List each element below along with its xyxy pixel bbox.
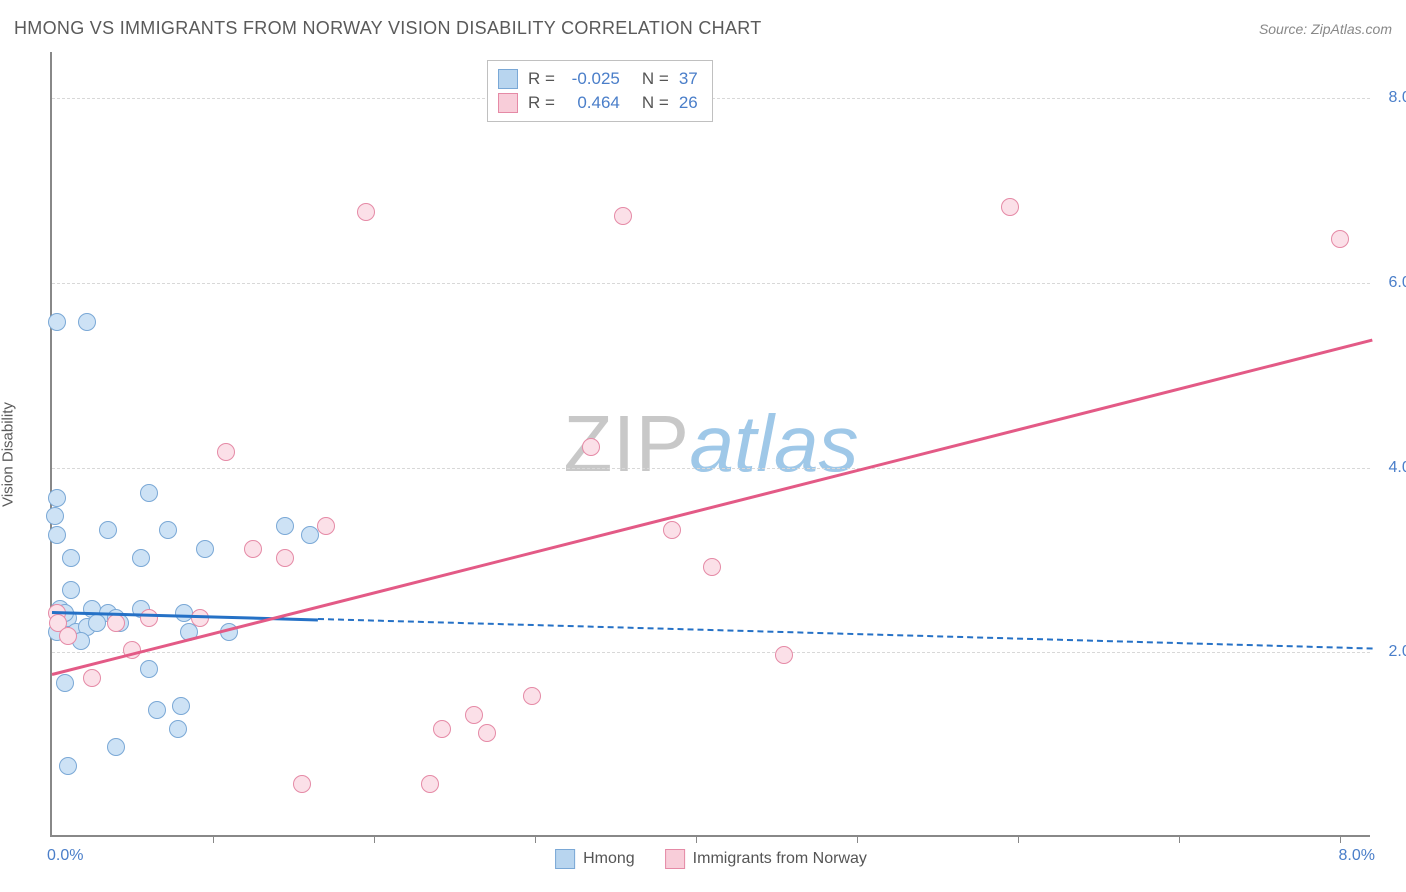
plot-area: ZIPatlas 2.0%4.0%6.0%8.0%0.0%8.0%R =-0.0… xyxy=(50,52,1370,837)
x-tick xyxy=(1340,835,1341,843)
trend-line xyxy=(52,338,1373,675)
legend-row: R = 0.464 N = 26 xyxy=(498,91,698,115)
data-point xyxy=(46,507,64,525)
data-point xyxy=(1001,198,1019,216)
gridline xyxy=(52,468,1370,469)
data-point xyxy=(276,549,294,567)
x-tick xyxy=(213,835,214,843)
data-point xyxy=(56,674,74,692)
data-point xyxy=(78,313,96,331)
data-point xyxy=(663,521,681,539)
data-point xyxy=(59,757,77,775)
legend-label: Immigrants from Norway xyxy=(693,850,867,868)
data-point xyxy=(62,581,80,599)
x-tick xyxy=(535,835,536,843)
data-point xyxy=(59,627,77,645)
legend-item: Hmong xyxy=(555,849,635,869)
legend-row: R = -0.025 N = 37 xyxy=(498,67,698,91)
x-tick xyxy=(1018,835,1019,843)
data-point xyxy=(88,614,106,632)
data-point xyxy=(703,558,721,576)
legend-n-label: N = xyxy=(642,67,669,91)
data-point xyxy=(582,438,600,456)
data-point xyxy=(433,720,451,738)
data-point xyxy=(293,775,311,793)
legend-swatch xyxy=(665,849,685,869)
chart-container: ZIPatlas 2.0%4.0%6.0%8.0%0.0%8.0%R =-0.0… xyxy=(50,52,1370,837)
legend-r-value: -0.025 xyxy=(565,67,620,91)
y-tick-label: 8.0% xyxy=(1389,89,1406,107)
x-tick-label: 8.0% xyxy=(1339,847,1375,865)
legend-label: Hmong xyxy=(583,850,635,868)
data-point xyxy=(107,738,125,756)
x-tick xyxy=(857,835,858,843)
legend-r-label: R = xyxy=(528,67,555,91)
data-point xyxy=(107,614,125,632)
chart-source: Source: ZipAtlas.com xyxy=(1259,21,1392,37)
data-point xyxy=(172,697,190,715)
data-point xyxy=(465,706,483,724)
watermark: ZIPatlas xyxy=(564,398,859,490)
data-point xyxy=(614,207,632,225)
y-axis-label: Vision Disability xyxy=(0,402,17,507)
x-tick xyxy=(374,835,375,843)
data-point xyxy=(301,526,319,544)
legend-n-value: 26 xyxy=(679,91,698,115)
data-point xyxy=(775,646,793,664)
data-point xyxy=(1331,230,1349,248)
y-tick-label: 6.0% xyxy=(1389,274,1406,292)
data-point xyxy=(48,313,66,331)
x-tick xyxy=(1179,835,1180,843)
data-point xyxy=(62,549,80,567)
data-point xyxy=(148,701,166,719)
data-point xyxy=(48,489,66,507)
gridline xyxy=(52,652,1370,653)
data-point xyxy=(140,484,158,502)
x-tick xyxy=(696,835,697,843)
gridline xyxy=(52,283,1370,284)
data-point xyxy=(217,443,235,461)
data-point xyxy=(83,669,101,687)
x-tick-label: 0.0% xyxy=(47,847,83,865)
chart-header: HMONG VS IMMIGRANTS FROM NORWAY VISION D… xyxy=(14,18,1392,39)
data-point xyxy=(99,521,117,539)
y-tick-label: 4.0% xyxy=(1389,459,1406,477)
legend-item: Immigrants from Norway xyxy=(665,849,867,869)
legend-n-value: 37 xyxy=(679,67,698,91)
data-point xyxy=(421,775,439,793)
legend-r-label: R = xyxy=(528,91,555,115)
data-point xyxy=(169,720,187,738)
data-point xyxy=(478,724,496,742)
correlation-legend: R = -0.025 N = 37 R = 0.464 N = 26 xyxy=(487,60,713,122)
legend-n-label: N = xyxy=(642,91,669,115)
data-point xyxy=(48,526,66,544)
data-point xyxy=(317,517,335,535)
data-point xyxy=(523,687,541,705)
y-tick-label: 2.0% xyxy=(1389,643,1406,661)
chart-title: HMONG VS IMMIGRANTS FROM NORWAY VISION D… xyxy=(14,18,762,39)
data-point xyxy=(140,609,158,627)
data-point xyxy=(244,540,262,558)
legend-swatch xyxy=(555,849,575,869)
data-point xyxy=(132,549,150,567)
data-point xyxy=(276,517,294,535)
trend-line xyxy=(318,618,1372,650)
series-legend: Hmong Immigrants from Norway xyxy=(555,849,867,869)
legend-r-value: 0.464 xyxy=(565,91,620,115)
legend-swatch xyxy=(498,69,518,89)
data-point xyxy=(196,540,214,558)
data-point xyxy=(159,521,177,539)
legend-swatch xyxy=(498,93,518,113)
data-point xyxy=(357,203,375,221)
data-point xyxy=(140,660,158,678)
